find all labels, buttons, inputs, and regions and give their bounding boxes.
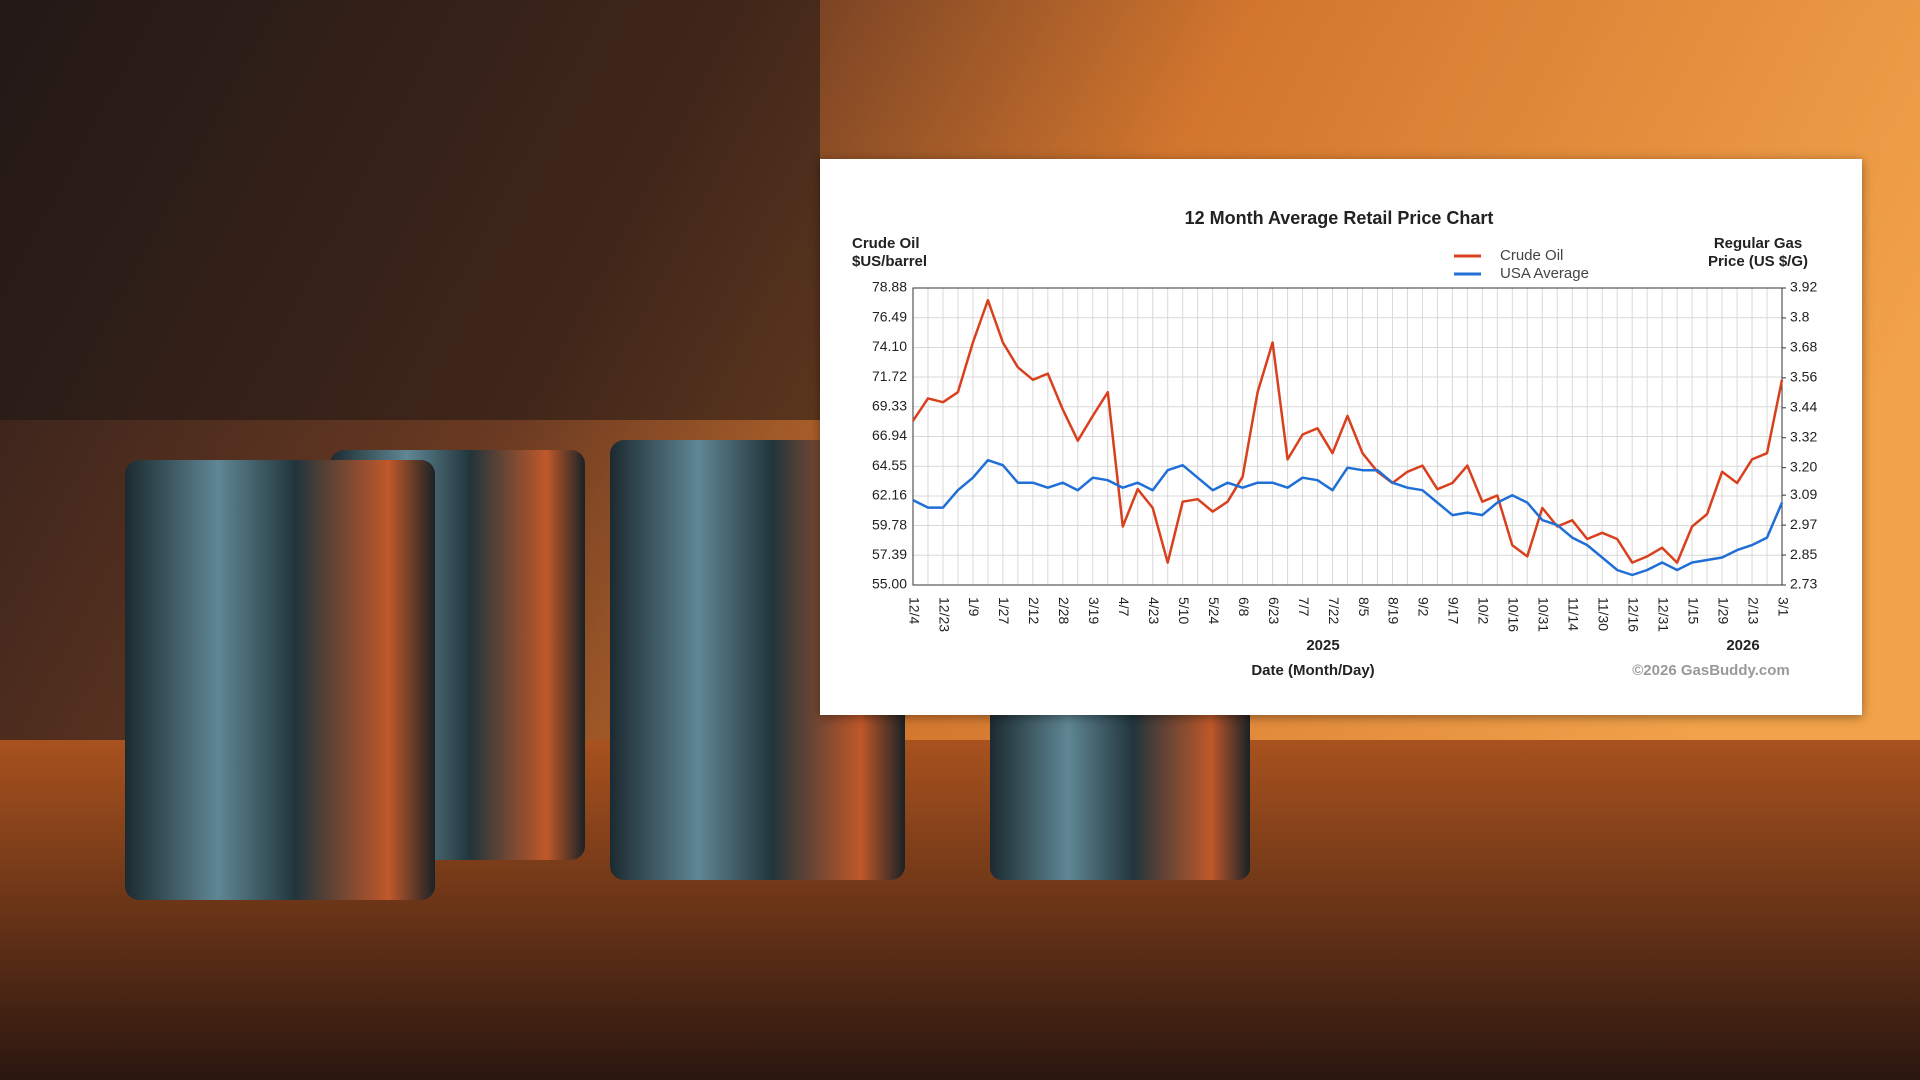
x-tick-label: 10/31 (1536, 597, 1552, 632)
y-axis-label: Crude Oil (852, 235, 920, 252)
ticker-screen (0, 0, 820, 420)
y2-tick-label: 3.56 (1790, 369, 1817, 385)
x-tick-label: 2/12 (1026, 597, 1042, 624)
y-tick-label: 64.55 (872, 457, 907, 473)
y2-tick-label: 3.68 (1790, 339, 1817, 355)
x-tick-label: 8/5 (1356, 597, 1372, 617)
y-tick-label: 62.16 (872, 487, 907, 503)
chart-card: 12 Month Average Retail Price Chart Crud… (820, 159, 1862, 715)
x-tick-label: 10/16 (1506, 597, 1522, 632)
x-tick-label: 2/13 (1745, 597, 1761, 624)
x-tick-label: 8/19 (1386, 597, 1402, 624)
x-tick-label: 11/30 (1596, 597, 1612, 631)
y-tick-label: 76.49 (872, 308, 907, 324)
x-tick-label: 1/29 (1715, 597, 1731, 624)
y-tick-label: 71.72 (872, 368, 907, 384)
plot-frame (912, 287, 1783, 586)
year-label: 2026 (1726, 637, 1759, 654)
x-tick-label: 12/23 (936, 597, 952, 632)
y2-tick-label: 3.44 (1790, 399, 1817, 415)
x-tick-label: 1/15 (1685, 597, 1701, 624)
x-tick-label: 3/19 (1086, 597, 1102, 624)
x-tick-label: 12/31 (1655, 597, 1671, 632)
y-tick-label: 78.88 (872, 279, 907, 295)
y-tick-label: 69.33 (872, 397, 907, 413)
chart-title: 12 Month Average Retail Price Chart (1185, 208, 1494, 228)
y-tick-label: 66.94 (872, 427, 907, 443)
year-label: 2025 (1306, 637, 1339, 654)
x-tick-label: 7/22 (1326, 597, 1342, 624)
x-tick-label: 6/23 (1266, 597, 1282, 624)
barrel (990, 700, 1250, 880)
series-line (912, 458, 1784, 577)
y2-tick-label: 3.8 (1790, 309, 1810, 325)
y2-tick-label: 2.85 (1790, 546, 1817, 562)
y2-axis-label: Regular Gas (1714, 235, 1802, 252)
y2-tick-label: 2.97 (1790, 516, 1817, 532)
y2-tick-label: 2.73 (1790, 576, 1817, 592)
y-tick-label: 74.10 (872, 338, 907, 354)
y-tick-label: 55.00 (872, 576, 907, 592)
x-tick-label: 12/4 (906, 597, 922, 624)
series-line (911, 298, 1784, 564)
legend-label: Crude Oil (1500, 247, 1563, 264)
x-tick-label: 5/24 (1206, 597, 1222, 624)
x-tick-label: 1/9 (966, 597, 982, 617)
y2-tick-label: 3.32 (1790, 428, 1817, 444)
x-tick-label: 10/2 (1476, 597, 1492, 624)
y-tick-label: 57.39 (872, 546, 907, 562)
y2-tick-label: 3.09 (1790, 486, 1817, 502)
x-tick-label: 11/14 (1566, 597, 1582, 631)
x-axis-label: Date (Month/Day) (1251, 662, 1374, 679)
y2-tick-label: 3.92 (1790, 279, 1817, 295)
x-tick-label: 1/27 (996, 597, 1012, 624)
x-tick-label: 9/2 (1416, 597, 1432, 617)
x-tick-label: 6/8 (1236, 597, 1252, 617)
credit: ©2026 GasBuddy.com (1632, 662, 1790, 679)
y-tick-label: 59.78 (872, 516, 907, 532)
barrel (125, 460, 435, 900)
legend-label: USA Average (1500, 265, 1589, 282)
y2-axis-label: Price (US $/G) (1708, 253, 1808, 270)
x-tick-label: 9/17 (1446, 597, 1462, 624)
y2-tick-label: 3.20 (1790, 458, 1817, 474)
x-tick-label: 4/23 (1146, 597, 1162, 624)
chart: 12 Month Average Retail Price Chart Crud… (852, 208, 1817, 679)
x-tick-label: 5/10 (1176, 597, 1192, 624)
x-tick-label: 7/7 (1296, 597, 1312, 617)
x-tick-label: 4/7 (1116, 597, 1132, 617)
y-axis-label: $US/barrel (852, 253, 927, 270)
x-tick-label: 12/16 (1625, 597, 1641, 632)
x-tick-label: 2/28 (1056, 597, 1072, 624)
x-tick-label: 3/1 (1775, 597, 1791, 617)
